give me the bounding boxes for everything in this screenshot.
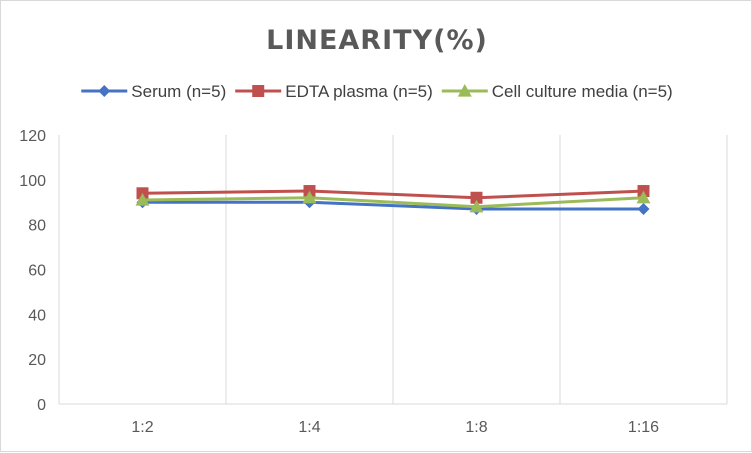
y-tick-label: 100 [19, 173, 46, 190]
y-tick-label: 120 [19, 128, 46, 145]
y-tick-label: 40 [28, 307, 46, 324]
legend-marker [457, 84, 472, 97]
series-line [142, 196, 644, 209]
series-line [142, 189, 644, 200]
legend-label: EDTA plasma (n=5) [285, 82, 433, 101]
axes: 0 20 40 60 80 100 120 1:2 1:4 1:8 1:16 [19, 128, 727, 436]
x-tick-label: 1:4 [298, 419, 320, 436]
data-point [135, 193, 150, 206]
data-point [637, 202, 650, 215]
legend-item: Cell culture media (n=5) [441, 82, 673, 101]
data-point [470, 191, 483, 204]
legend: Serum (n=5) EDTA plasma (n=5) Cell culture… [81, 82, 673, 101]
legend-label: Cell culture media (n=5) [492, 82, 673, 101]
grid [225, 135, 728, 404]
x-tick-label: 1:16 [628, 419, 659, 436]
chart-title: LINEARITY(%) [266, 25, 488, 56]
y-tick-label: 60 [28, 263, 46, 280]
y-tick-label: 0 [37, 397, 46, 414]
y-tick-label: 80 [28, 218, 46, 235]
x-tick-label: 1:8 [465, 419, 487, 436]
legend-label: Serum (n=5) [131, 82, 226, 101]
series-line [142, 200, 644, 211]
x-tick-label: 1:2 [131, 419, 153, 436]
legend-marker [252, 85, 265, 97]
series [135, 190, 651, 213]
data-point [469, 199, 484, 213]
data-point [302, 190, 317, 204]
y-tick-label: 20 [28, 352, 46, 369]
legend-item: Serum (n=5) [81, 82, 226, 101]
series-layer [135, 185, 651, 215]
data-point [636, 190, 651, 204]
series [136, 185, 650, 204]
legend-item: EDTA plasma (n=5) [235, 82, 433, 101]
legend-marker [98, 85, 111, 97]
